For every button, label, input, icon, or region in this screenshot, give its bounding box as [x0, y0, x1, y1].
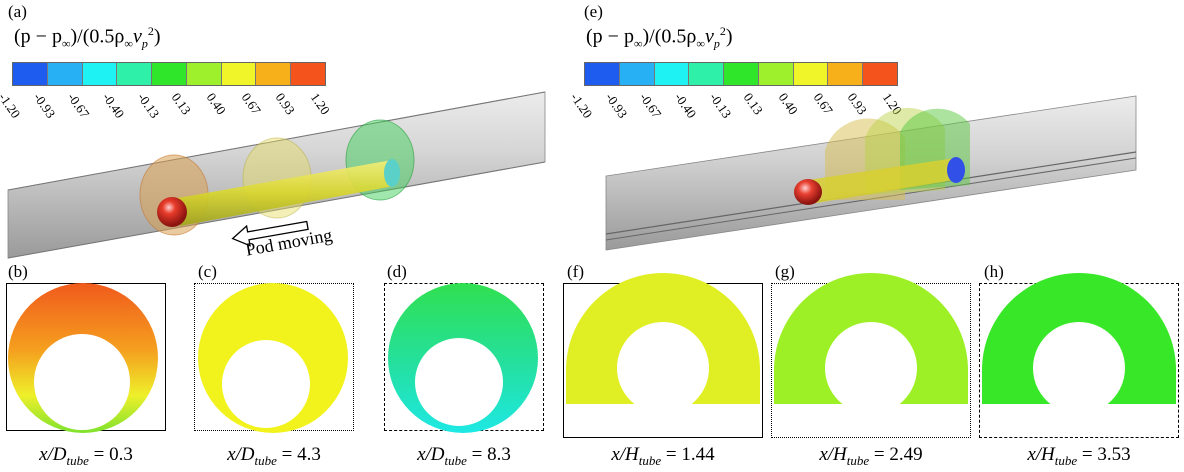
colorbar-swatch	[13, 63, 48, 85]
colorbar-swatch	[117, 63, 153, 85]
section-g-annulus	[774, 273, 968, 404]
colorbar-swatch	[758, 63, 794, 85]
pod-body-e	[808, 158, 955, 204]
pod-tail-a	[384, 159, 400, 187]
colorbar-right	[584, 62, 898, 86]
panel-label-a: (a)	[8, 2, 27, 21]
colorbar-swatch	[654, 63, 690, 85]
pod-nose-a	[157, 197, 187, 227]
colorbar-swatch	[82, 63, 118, 85]
colorbar-swatch	[619, 63, 655, 85]
tube-illustration-a	[7, 91, 546, 259]
pod-moving-arrow	[231, 220, 309, 247]
section-c-annulus	[198, 283, 348, 433]
pod-body-a	[178, 160, 394, 226]
caption-d: x/Dtube = 8.3	[417, 444, 511, 468]
section-h-annulus	[982, 273, 1176, 404]
caption-h: x/Htube = 3.53	[1027, 444, 1131, 468]
caption-f: x/Htube = 1.44	[611, 444, 715, 468]
tube-illustration-e	[605, 95, 1137, 251]
panel-label-d: (d)	[387, 262, 407, 281]
colorbar-swatch	[863, 63, 898, 85]
pod-nose-e	[794, 179, 822, 205]
colorbar-swatch	[186, 63, 222, 85]
panel-label-b: (b)	[8, 262, 28, 281]
panel-label-e: (e)	[584, 2, 603, 21]
caption-b: x/Dtube = 0.3	[39, 444, 133, 468]
section-d-annulus	[388, 283, 538, 433]
colorbar-swatch	[828, 63, 864, 85]
panel-label-h: (h)	[984, 262, 1004, 281]
section-b-annulus	[8, 283, 158, 433]
caption-g: x/Htube = 2.49	[819, 444, 923, 468]
colorbar-swatch	[689, 63, 725, 85]
colorbar-swatch	[221, 63, 257, 85]
colorbar-swatch	[256, 63, 292, 85]
caption-c: x/Dtube = 4.3	[227, 444, 321, 468]
colorbar-title-right: (p − p∞)/(0.5ρ∞vp2)	[586, 24, 733, 51]
colorbar-swatch	[793, 63, 829, 85]
panel-label-g: (g)	[775, 262, 795, 281]
colorbar-swatch	[724, 63, 759, 85]
panel-label-c: (c)	[198, 262, 217, 281]
colorbar-swatch	[47, 63, 83, 85]
panel-label-f: (f)	[567, 262, 584, 281]
colorbar-swatch	[585, 63, 620, 85]
section-f-annulus	[566, 273, 760, 404]
colorbar-title-left: (p − p∞)/(0.5ρ∞vp2)	[14, 24, 161, 51]
colorbar-left	[12, 62, 326, 86]
colorbar-swatch	[152, 63, 187, 85]
colorbar-swatch	[291, 63, 326, 85]
pod-tail-e	[947, 157, 965, 183]
